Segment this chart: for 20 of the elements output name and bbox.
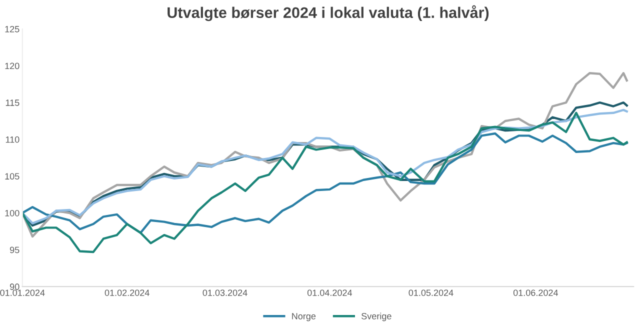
line-series <box>22 112 628 254</box>
y-tick-label: 110 <box>6 136 20 143</box>
y-tick-label: 105 <box>5 173 20 180</box>
x-tick-label: 01.04.2024 <box>307 290 352 296</box>
legend-label: Sverige <box>362 312 392 322</box>
x-tick-label: 01.02.2024 <box>104 290 150 296</box>
x-tick-label: 01.03.2024 <box>202 290 248 296</box>
y-tick-label: 120 <box>5 62 20 70</box>
line-series <box>22 72 628 238</box>
chart-title: Utvalgte børser 2024 i lokal valuta (1. halvår) <box>168 5 489 22</box>
y-tick-label: 100 <box>5 210 20 216</box>
x-tick-label: 01.06.2024 <box>513 290 558 296</box>
x-tick-label: 01.05.2024 <box>408 290 454 296</box>
y-tick-label: 95 <box>10 246 20 254</box>
y-tick-label: 115 <box>6 100 20 106</box>
legend-label: Norge <box>292 313 316 322</box>
y-tick-label: 90 <box>10 284 20 290</box>
x-tick-label: 01.01.2024 <box>0 290 45 296</box>
y-tick-label: 125 <box>5 26 20 32</box>
line-series <box>22 132 628 234</box>
